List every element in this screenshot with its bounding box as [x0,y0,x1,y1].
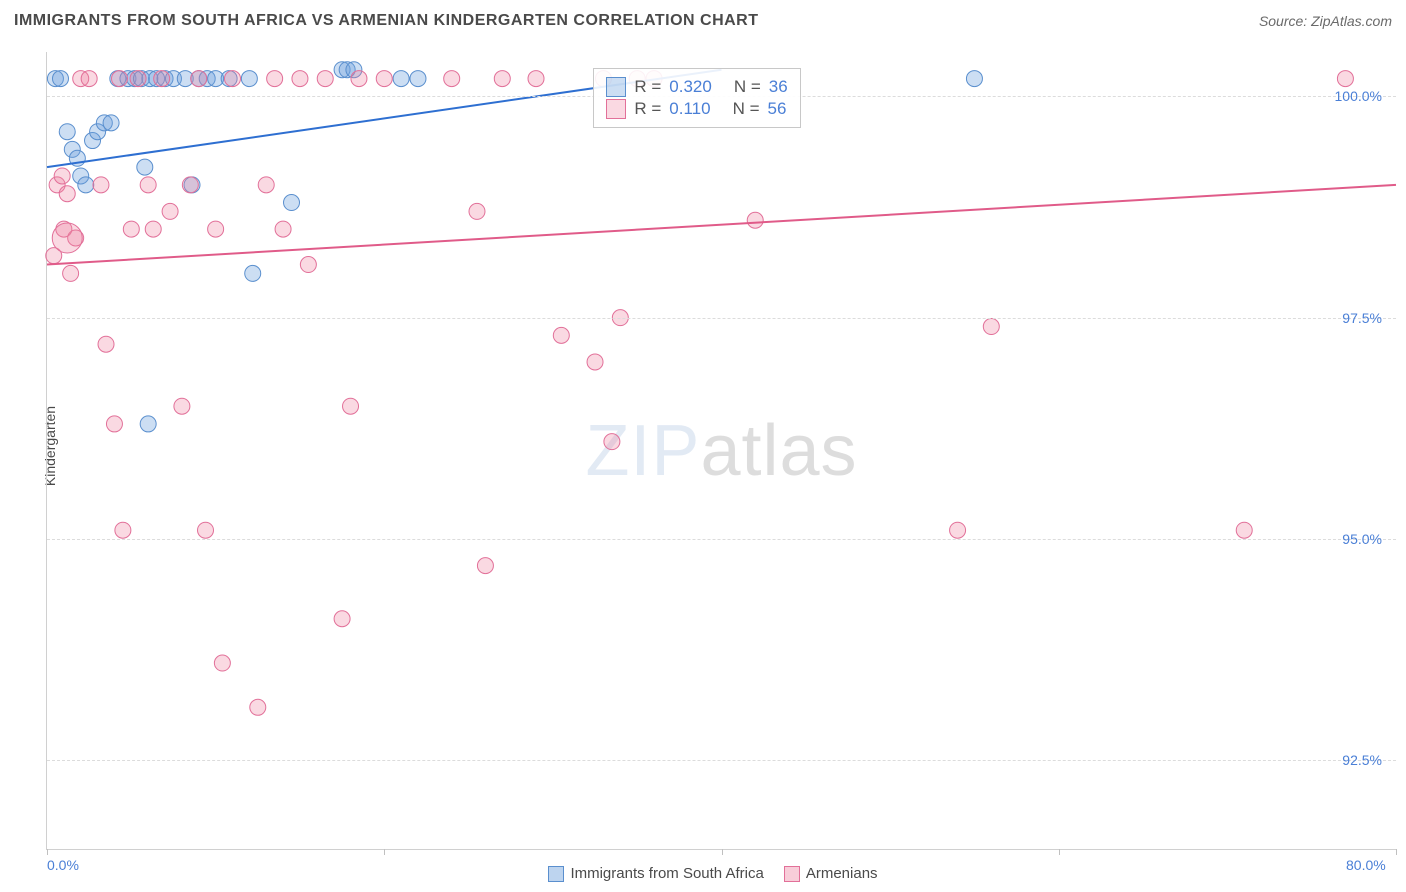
data-point [343,398,359,414]
data-point [258,177,274,193]
data-point [393,71,409,87]
data-point [174,398,190,414]
data-point [59,124,75,140]
data-point [52,71,68,87]
scatter-svg [47,52,1396,849]
data-point [214,655,230,671]
data-point [300,257,316,273]
x-tick-mark [1396,849,1397,855]
data-point [1337,71,1353,87]
legend-label: Armenians [806,865,878,882]
data-point [106,416,122,432]
data-point [604,434,620,450]
data-point [162,203,178,219]
legend-swatch [784,866,800,882]
data-point [267,71,283,87]
data-point [78,177,94,193]
data-point [553,327,569,343]
data-point [477,558,493,574]
data-point [245,265,261,281]
data-point [115,522,131,538]
data-point [103,115,119,131]
data-point [317,71,333,87]
data-point [59,186,75,202]
correlation-legend: R = 0.320 N = 36 R = 0.110 N = 56 [593,68,800,128]
data-point [275,221,291,237]
y-tick-label: 95.0% [1342,531,1382,547]
x-tick-mark [1059,849,1060,855]
data-point [469,203,485,219]
data-point [224,71,240,87]
data-point [154,71,170,87]
legend-row: R = 0.320 N = 36 [606,77,787,97]
data-point [98,336,114,352]
data-point [983,319,999,335]
data-point [81,71,97,87]
plot-area: ZIPatlas 100.0%97.5%95.0%92.5% 0.0%80.0%… [46,52,1396,850]
data-point [950,522,966,538]
x-tick-mark [47,849,48,855]
legend-n-value: 36 [769,77,788,97]
data-point [334,611,350,627]
legend-r-value: 0.320 [669,77,712,97]
data-point [137,159,153,175]
data-point [410,71,426,87]
data-point [376,71,392,87]
source-text: Source: ZipAtlas.com [1259,13,1392,29]
legend-row: R = 0.110 N = 56 [606,99,787,119]
legend-r-label: R = [634,77,661,97]
legend-n-value: 56 [768,99,787,119]
data-point [208,221,224,237]
data-point [140,416,156,432]
data-point [292,71,308,87]
data-point [1236,522,1252,538]
y-tick-label: 97.5% [1342,310,1382,326]
trend-line [47,185,1396,265]
data-point [444,71,460,87]
legend-r-value: 0.110 [669,99,710,119]
data-point [494,71,510,87]
data-point [528,71,544,87]
gridline [47,760,1396,761]
data-point [54,168,70,184]
data-point [191,71,207,87]
legend-n-label: N = [734,77,761,97]
data-point [93,177,109,193]
data-point [284,195,300,211]
data-point [182,177,198,193]
data-point [250,699,266,715]
legend-n-label: N = [733,99,760,119]
gridline [47,539,1396,540]
data-point [587,354,603,370]
x-tick-mark [384,849,385,855]
gridline [47,318,1396,319]
series-legend: Immigrants from South Africa Armenians [0,865,1406,882]
legend-r-label: R = [634,99,661,119]
data-point [747,212,763,228]
y-tick-label: 92.5% [1342,752,1382,768]
legend-label: Immigrants from South Africa [570,865,763,882]
data-point [52,223,82,253]
legend-swatch [606,99,626,119]
legend-swatch [548,866,564,882]
data-point [241,71,257,87]
chart-title: IMMIGRANTS FROM SOUTH AFRICA VS ARMENIAN… [14,12,759,30]
data-point [112,71,128,87]
legend-swatch [606,77,626,97]
y-tick-label: 100.0% [1335,88,1382,104]
data-point [130,71,146,87]
x-tick-mark [722,849,723,855]
data-point [966,71,982,87]
data-point [145,221,161,237]
data-point [351,71,367,87]
data-point [123,221,139,237]
data-point [198,522,214,538]
data-point [63,265,79,281]
data-point [140,177,156,193]
